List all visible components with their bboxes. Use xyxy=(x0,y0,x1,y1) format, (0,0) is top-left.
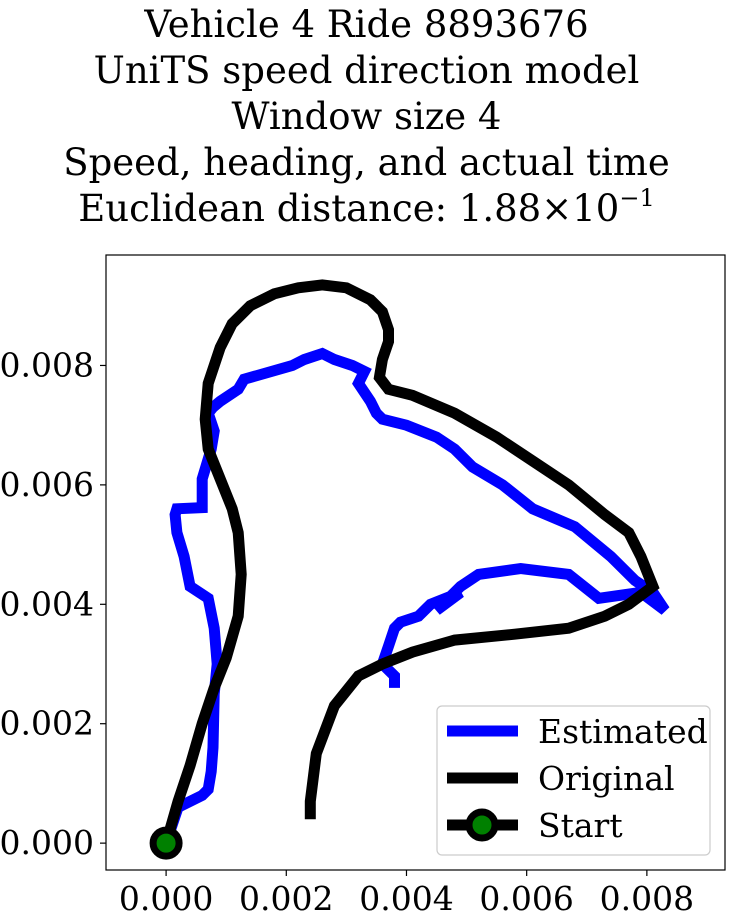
x-tick-label: 0.004 xyxy=(359,879,453,917)
y-tick-label: 0.008 xyxy=(0,345,94,384)
distance-exponent: −1 xyxy=(619,183,655,212)
chart-title: Vehicle 4 Ride 8893676 UniTS speed direc… xyxy=(0,2,733,232)
series-line-original xyxy=(160,279,660,845)
x-axis: 0.000 0.002 0.004 0.006 0.008 xyxy=(119,870,694,917)
distance-base: 10 xyxy=(572,187,620,230)
distance-label: Euclidean distance: xyxy=(78,187,459,230)
x-tick-label: 0.006 xyxy=(479,879,573,917)
legend-label-start: Start xyxy=(538,806,623,845)
legend-label-estimated: Estimated xyxy=(538,712,708,751)
title-line-1: Vehicle 4 Ride 8893676 xyxy=(144,3,589,46)
y-tick-label: 0.000 xyxy=(0,823,94,862)
title-line-3: Window size 4 xyxy=(231,95,502,138)
y-tick-label: 0.004 xyxy=(0,584,94,623)
plot-frame xyxy=(105,254,726,871)
legend: Estimated Original Start xyxy=(436,705,711,856)
distance-times: × xyxy=(541,187,573,230)
distance-mantissa: 1.88 xyxy=(458,187,542,230)
legend-label-original: Original xyxy=(538,759,675,798)
title-line-2: UniTS speed direction model xyxy=(93,49,640,92)
legend-swatch-start-marker xyxy=(465,808,499,842)
series-layer xyxy=(149,279,670,860)
x-tick-label: 0.008 xyxy=(600,879,694,917)
y-tick-label: 0.006 xyxy=(0,465,94,504)
series-line-estimated xyxy=(160,347,670,845)
start-marker xyxy=(149,826,183,860)
legend-box xyxy=(436,705,711,856)
y-tick-label: 0.002 xyxy=(0,704,94,743)
title-line-4: Speed, heading, and actual time xyxy=(63,141,670,184)
title-line-5: Euclidean distance: 1.88×10−1 xyxy=(0,186,733,232)
x-tick-label: 0.002 xyxy=(239,879,333,917)
x-tick-label: 0.000 xyxy=(119,879,213,917)
y-axis: 0.000 0.002 0.004 0.006 0.008 xyxy=(0,345,106,862)
